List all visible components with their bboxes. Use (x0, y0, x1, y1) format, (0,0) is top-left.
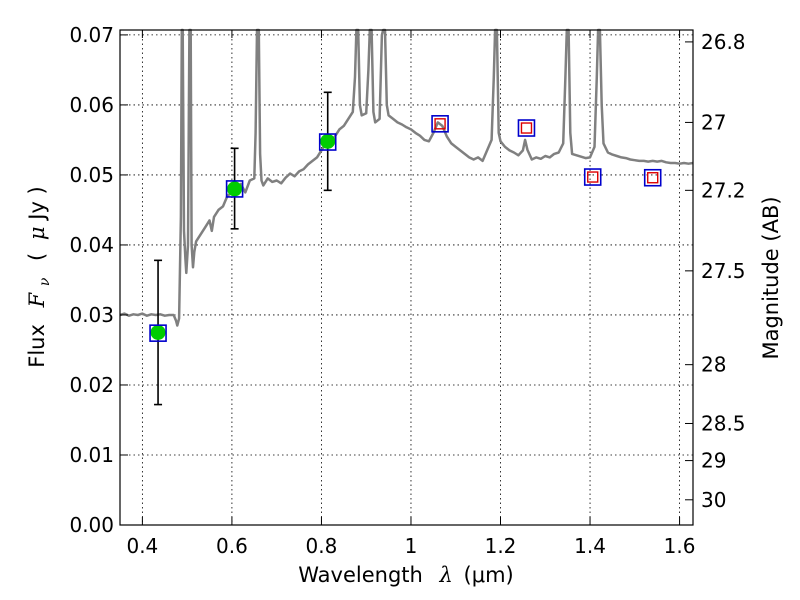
y2-tick-label: 27 (701, 110, 726, 134)
detection-point (227, 181, 243, 197)
x-tick-label: 1.2 (485, 534, 517, 558)
model-photometry-square (225, 180, 244, 198)
upper-limit-square (647, 172, 659, 184)
y2-tick-label: 28 (701, 353, 726, 377)
detection-point (320, 133, 336, 149)
y2-axis-title: Magnitude (AB) (759, 196, 783, 359)
model-photometry-square (643, 168, 662, 187)
x-tick-label: 0.4 (126, 534, 158, 558)
x-tick-label: 0.8 (306, 534, 338, 558)
y2-tick-label: 29 (701, 449, 726, 473)
y2-tick-label: 26.8 (701, 30, 746, 54)
plot-frame (119, 29, 694, 526)
y2-tick-label: 30 (701, 488, 726, 512)
x-axis-title: Wavelength λ (μm) (298, 563, 513, 587)
x-tick-label: 0.6 (216, 534, 248, 558)
model-photometry-square (318, 133, 337, 151)
x-tick-label: 1.6 (664, 534, 696, 558)
model-photometry-square (149, 324, 167, 342)
x-tick-label: 1.4 (574, 534, 606, 558)
y2-tick-label: 28.5 (701, 411, 746, 435)
y-tick-label: 0.05 (69, 163, 114, 187)
grid (120, 30, 693, 526)
y-tick-label: 0.03 (69, 303, 114, 327)
y-tick-label: 0.07 (69, 23, 114, 47)
markers (149, 91, 662, 406)
model-photometry-square (431, 115, 449, 133)
y2-tick-label: 27.5 (701, 259, 746, 283)
sed-model-line (119, 28, 694, 327)
model-photometry-square (517, 119, 536, 137)
upper-limit-square (520, 122, 533, 134)
y-tick-label: 0.01 (69, 443, 114, 467)
x-tick-label: 1 (405, 534, 418, 558)
ticks: 0.4 0.6 0.8 1 1.2 1.4 1.6 0.00 0.01 0.02 0.03 0.04 0… (69, 23, 745, 558)
upper-limit-square (434, 118, 446, 130)
y-tick-label: 0.04 (69, 233, 114, 257)
upper-limit-square (587, 171, 599, 183)
plot-area (119, 28, 694, 327)
model-photometry-square (583, 168, 602, 186)
y-tick-label: 0.06 (69, 93, 114, 117)
y-tick-label: 0.02 (69, 373, 114, 397)
y-tick-label: 0.00 (69, 513, 114, 537)
y2-tick-label: 27.2 (701, 178, 746, 202)
detection-point (150, 324, 166, 340)
y-axis-title: Flux F ν ( μ Jy ) (25, 186, 54, 368)
